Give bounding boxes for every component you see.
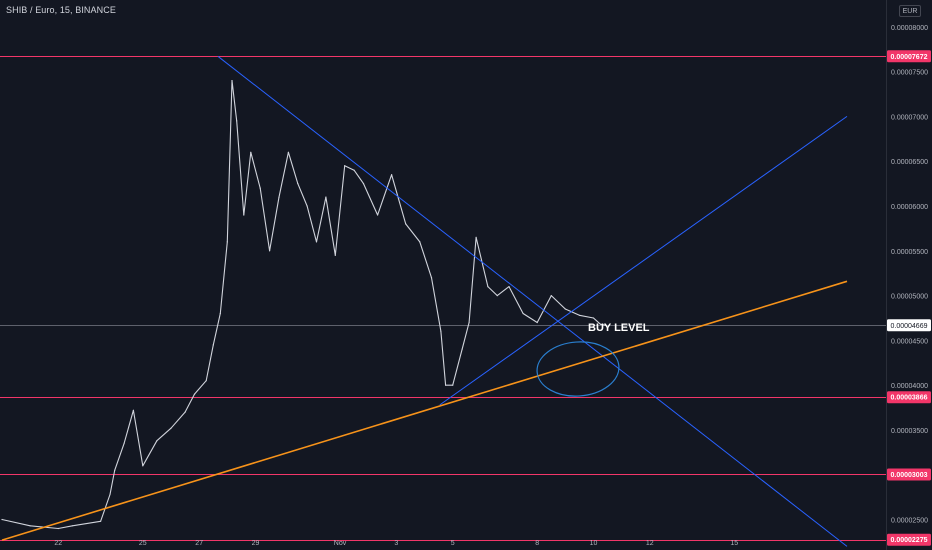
price-point (250, 151, 252, 153)
price-point (297, 183, 299, 185)
price-badge-label: 0.00003866 (891, 395, 928, 402)
price-point (604, 324, 606, 326)
x-tick-label: 10 (590, 540, 598, 547)
price-point (578, 314, 581, 316)
price-point (123, 442, 125, 444)
y-tick-label: 0.00006000 (891, 204, 928, 211)
y-tick-label: 0.00005000 (891, 294, 928, 301)
price-point (419, 241, 421, 243)
x-tick-label: 12 (646, 540, 654, 547)
price-badge-label: 0.00002275 (891, 537, 928, 544)
price-axis-panel (886, 0, 932, 550)
price-point (344, 165, 346, 167)
price-point (487, 286, 489, 288)
price-point (57, 527, 59, 530)
price-point (334, 254, 336, 256)
y-tick-label: 0.00008000 (891, 25, 928, 32)
price-point (269, 250, 271, 252)
price-point (193, 393, 196, 395)
price-point (452, 384, 454, 386)
price-point (315, 241, 318, 243)
price-point (377, 214, 379, 216)
price-series-line (1, 80, 606, 530)
price-badge (887, 50, 931, 63)
price-point (71, 525, 73, 527)
price-point (391, 174, 393, 176)
price-point (259, 187, 261, 189)
price-badge (887, 391, 931, 404)
price-point (475, 236, 477, 238)
price-point (496, 295, 498, 297)
price-point (1, 518, 3, 521)
price-badge (887, 319, 931, 332)
x-tick-label: 25 (139, 540, 147, 547)
x-tick-label: 29 (252, 540, 260, 547)
price-badge (887, 533, 931, 546)
trend-line (217, 55, 848, 547)
x-tick-label: 15 (730, 540, 738, 547)
price-point (306, 205, 308, 207)
x-tick-label: 22 (54, 540, 62, 547)
price-point (362, 183, 365, 185)
price-point (325, 196, 327, 198)
price-point (142, 465, 144, 467)
x-tick-label: Nov (334, 540, 347, 547)
price-point (156, 440, 158, 442)
price-point (243, 214, 245, 216)
price-point (405, 223, 407, 225)
price-point (536, 321, 538, 324)
currency-button[interactable]: EUR (899, 5, 921, 17)
price-point (184, 411, 186, 413)
price-badge (887, 468, 931, 481)
y-tick-label: 0.00003500 (891, 428, 928, 435)
price-point (226, 241, 228, 243)
price-point (170, 427, 172, 429)
price-badge-label: 0.00003003 (891, 472, 928, 479)
price-point (287, 151, 289, 153)
price-point (564, 308, 566, 310)
price-point (205, 380, 207, 382)
trend-line (1, 280, 848, 541)
price-point (278, 196, 280, 198)
price-point (592, 317, 595, 319)
price-point (445, 384, 447, 386)
price-point (132, 409, 134, 411)
x-tick-label: 5 (451, 540, 455, 547)
trend-line (439, 115, 848, 406)
price-point (461, 348, 463, 350)
y-tick-label: 0.00007500 (891, 70, 928, 77)
price-badge-label: 0.00004669 (891, 323, 928, 330)
price-point (109, 493, 111, 496)
price-point (550, 295, 552, 297)
price-point (353, 169, 355, 171)
price-point (212, 344, 214, 346)
price-point (440, 330, 442, 332)
price-point (599, 323, 602, 325)
price-point (430, 277, 433, 279)
price-point (508, 286, 510, 288)
buy-zone-circle (536, 341, 620, 397)
y-tick-label: 0.00006500 (891, 159, 928, 166)
price-point (522, 312, 524, 315)
y-tick-label: 0.00005500 (891, 249, 928, 256)
price-point (231, 80, 233, 82)
price-point (29, 525, 31, 527)
y-tick-label: 0.00004500 (891, 338, 928, 345)
price-point (219, 312, 221, 315)
y-tick-label: 0.00004000 (891, 383, 928, 390)
symbol-title: SHIB / Euro, 15, BINANCE (6, 5, 116, 15)
price-point (100, 520, 102, 522)
price-point (114, 469, 116, 471)
y-tick-label: 0.00002500 (891, 518, 928, 525)
price-point (236, 120, 238, 122)
x-tick-label: 27 (195, 540, 203, 547)
price-badge-label: 0.00007672 (891, 54, 928, 61)
y-tick-label: 0.00007000 (891, 114, 928, 121)
buy-level-label: BUY LEVEL (588, 322, 650, 334)
x-tick-label: 3 (394, 540, 398, 547)
x-tick-label: 8 (535, 540, 539, 547)
price-point (468, 321, 470, 324)
